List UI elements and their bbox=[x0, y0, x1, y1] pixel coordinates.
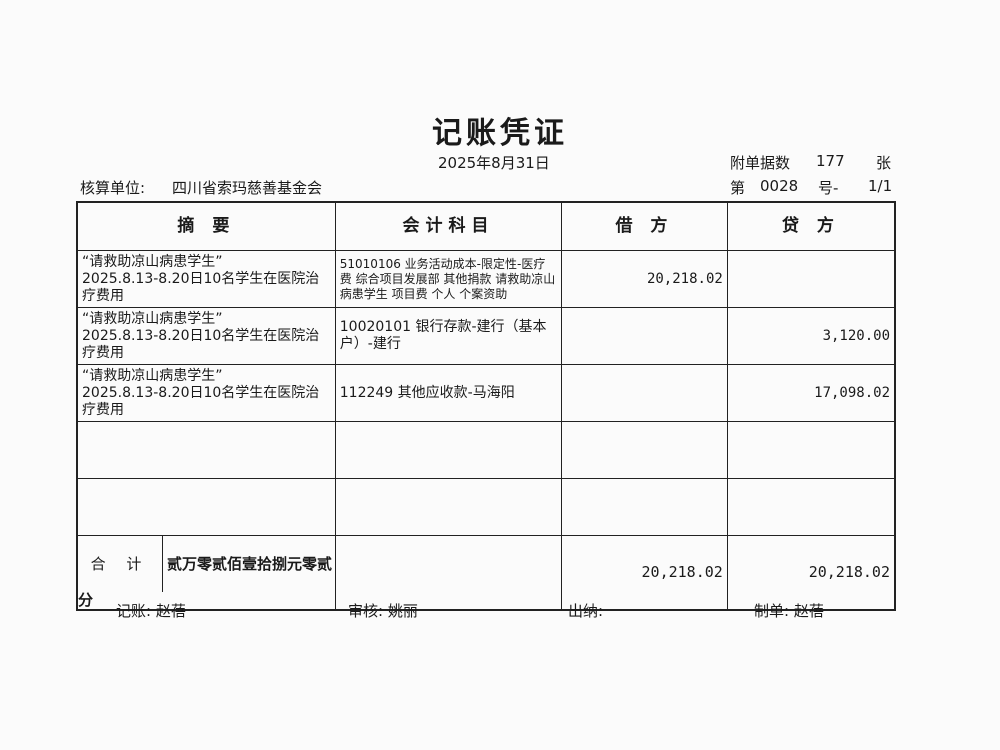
credit-cell: 3,120.00 bbox=[726, 307, 896, 365]
header-summary: 摘 要 bbox=[76, 201, 336, 251]
credit-cell: 17,098.02 bbox=[726, 364, 896, 422]
summary-cell: “请救助凉山病患学生” 2025.8.13-8.20日10名学生在医院治疗费用 bbox=[76, 364, 336, 422]
total-row: 合 计贰万零贰佰壹拾捌元零贰分 20,218.02 20,218.02 bbox=[76, 535, 896, 611]
total-words: 贰万零贰佰壹拾捌元零贰分 bbox=[78, 555, 333, 609]
unit-label: 核算单位: bbox=[80, 179, 146, 197]
header-credit: 贷 方 bbox=[726, 201, 896, 251]
total-label: 合 计 bbox=[78, 536, 163, 592]
table-row: “请救助凉山病患学生” 2025.8.13-8.20日10名学生在医院治疗费用 5… bbox=[76, 250, 896, 308]
table-header: 摘 要 会计科目 借 方 贷 方 bbox=[76, 201, 896, 251]
attachments-label: 附单据数 bbox=[730, 154, 791, 172]
total-credit: 20,218.02 bbox=[726, 535, 896, 611]
table-row: “请救助凉山病患学生” 2025.8.13-8.20日10名学生在医院治疗费用 1… bbox=[76, 307, 896, 365]
bookkeeper: 记账: 赵蓓 bbox=[116, 602, 186, 620]
voucher-prefix: 第 bbox=[730, 179, 746, 197]
account-cell: 51010106 业务活动成本-限定性-医疗费 综合项目发展部 其他捐款 请救助… bbox=[334, 250, 563, 308]
summary-detail: 2025.8.13-8.20日10名学生在医院治疗费用 bbox=[82, 327, 320, 361]
debit-cell: 20,218.02 bbox=[561, 250, 728, 308]
total-debit: 20,218.02 bbox=[561, 535, 728, 611]
debit-cell bbox=[561, 307, 728, 365]
summary-detail: 2025.8.13-8.20日10名学生在医院治疗费用 bbox=[82, 270, 320, 304]
summary-title: “请救助凉山病患学生” bbox=[82, 310, 223, 327]
summary-detail: 2025.8.13-8.20日10名学生在医院治疗费用 bbox=[82, 384, 320, 418]
attachments-count: 177 bbox=[816, 152, 845, 170]
reviewer: 审核: 姚丽 bbox=[348, 602, 418, 620]
attachments-unit: 张 bbox=[876, 154, 892, 172]
unit-name: 四川省索玛慈善基金会 bbox=[172, 179, 323, 197]
preparer: 制单: 赵蓓 bbox=[754, 602, 824, 620]
header-account: 会计科目 bbox=[334, 201, 563, 251]
summary-title: “请救助凉山病患学生” bbox=[82, 367, 223, 384]
credit-cell bbox=[726, 250, 896, 308]
cashier: 出纳: bbox=[568, 602, 604, 620]
account-cell: 10020101 银行存款-建行（基本户）-建行 bbox=[334, 307, 563, 365]
account-cell: 112249 其他应收款-马海阳 bbox=[334, 364, 563, 422]
voucher-suffix: 号- bbox=[818, 179, 839, 197]
summary-title: “请救助凉山病患学生” bbox=[82, 253, 223, 270]
voucher-date: 2025年8月31日 bbox=[438, 154, 550, 172]
voucher-table: 摘 要 会计科目 借 方 贷 方 “请救助凉山病患学生” 2025.8.13-8.… bbox=[76, 201, 896, 611]
summary-cell: “请救助凉山病患学生” 2025.8.13-8.20日10名学生在医院治疗费用 bbox=[76, 307, 336, 365]
total-cell: 合 计贰万零贰佰壹拾捌元零贰分 bbox=[76, 535, 336, 611]
summary-cell: “请救助凉山病患学生” 2025.8.13-8.20日10名学生在医院治疗费用 bbox=[76, 250, 336, 308]
voucher-number: 0028 bbox=[760, 177, 799, 195]
debit-cell bbox=[561, 364, 728, 422]
empty-row bbox=[76, 421, 896, 479]
empty-row bbox=[76, 478, 896, 536]
voucher-title: 记账凭证 bbox=[432, 116, 568, 151]
voucher-page: 1/1 bbox=[868, 177, 893, 195]
table-row: “请救助凉山病患学生” 2025.8.13-8.20日10名学生在医院治疗费用 1… bbox=[76, 364, 896, 422]
header-debit: 借 方 bbox=[561, 201, 728, 251]
